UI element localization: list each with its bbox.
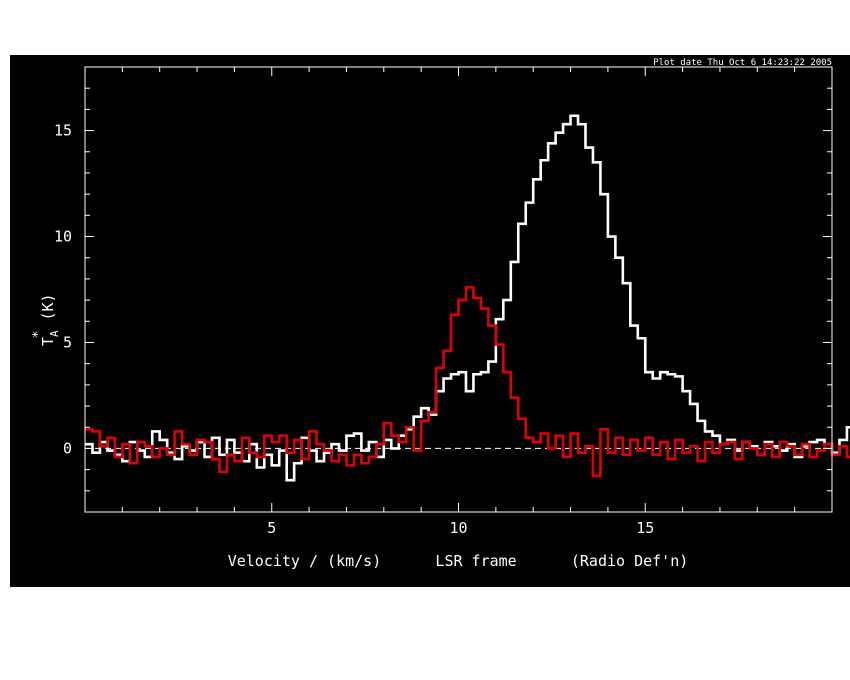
y-tick-label: 5: [63, 333, 72, 351]
axes-layer: 5 10 15 0 5 10 15: [54, 66, 833, 537]
y-axis-label: TA* (K): [31, 293, 61, 346]
x-tick-label: 10: [449, 519, 467, 537]
x-axis-label: Velocity / (km/s) LSR frame (Radio Def'n…: [228, 552, 689, 570]
y-axis-label-unit: (K): [39, 293, 57, 320]
series-line-2: [85, 286, 850, 478]
spectrum-chart: Plot date Thu Oct 6 14:23:22 2005 5 10 15 0…: [31, 58, 850, 570]
y-axis-label-sub: A: [48, 330, 61, 337]
x-tick-label: 15: [636, 519, 654, 537]
plot-date-label: Plot date Thu Oct 6 14:23:22 2005: [653, 58, 832, 68]
y-axis-label-sup: *: [31, 331, 46, 339]
series-layer: [85, 114, 850, 482]
series-line-1: [85, 114, 850, 482]
svg-text:TA*(K): TA* (K): [31, 293, 61, 346]
y-axis-label-main: T: [39, 337, 57, 346]
x-tick-label: 5: [267, 519, 276, 537]
plot-canvas: Plot date Thu Oct 6 14:23:22 2005 5 10 15 0…: [10, 55, 850, 587]
y-tick-label: 10: [54, 228, 72, 246]
y-tick-label: 0: [63, 439, 72, 457]
y-tick-label: 15: [54, 122, 72, 140]
